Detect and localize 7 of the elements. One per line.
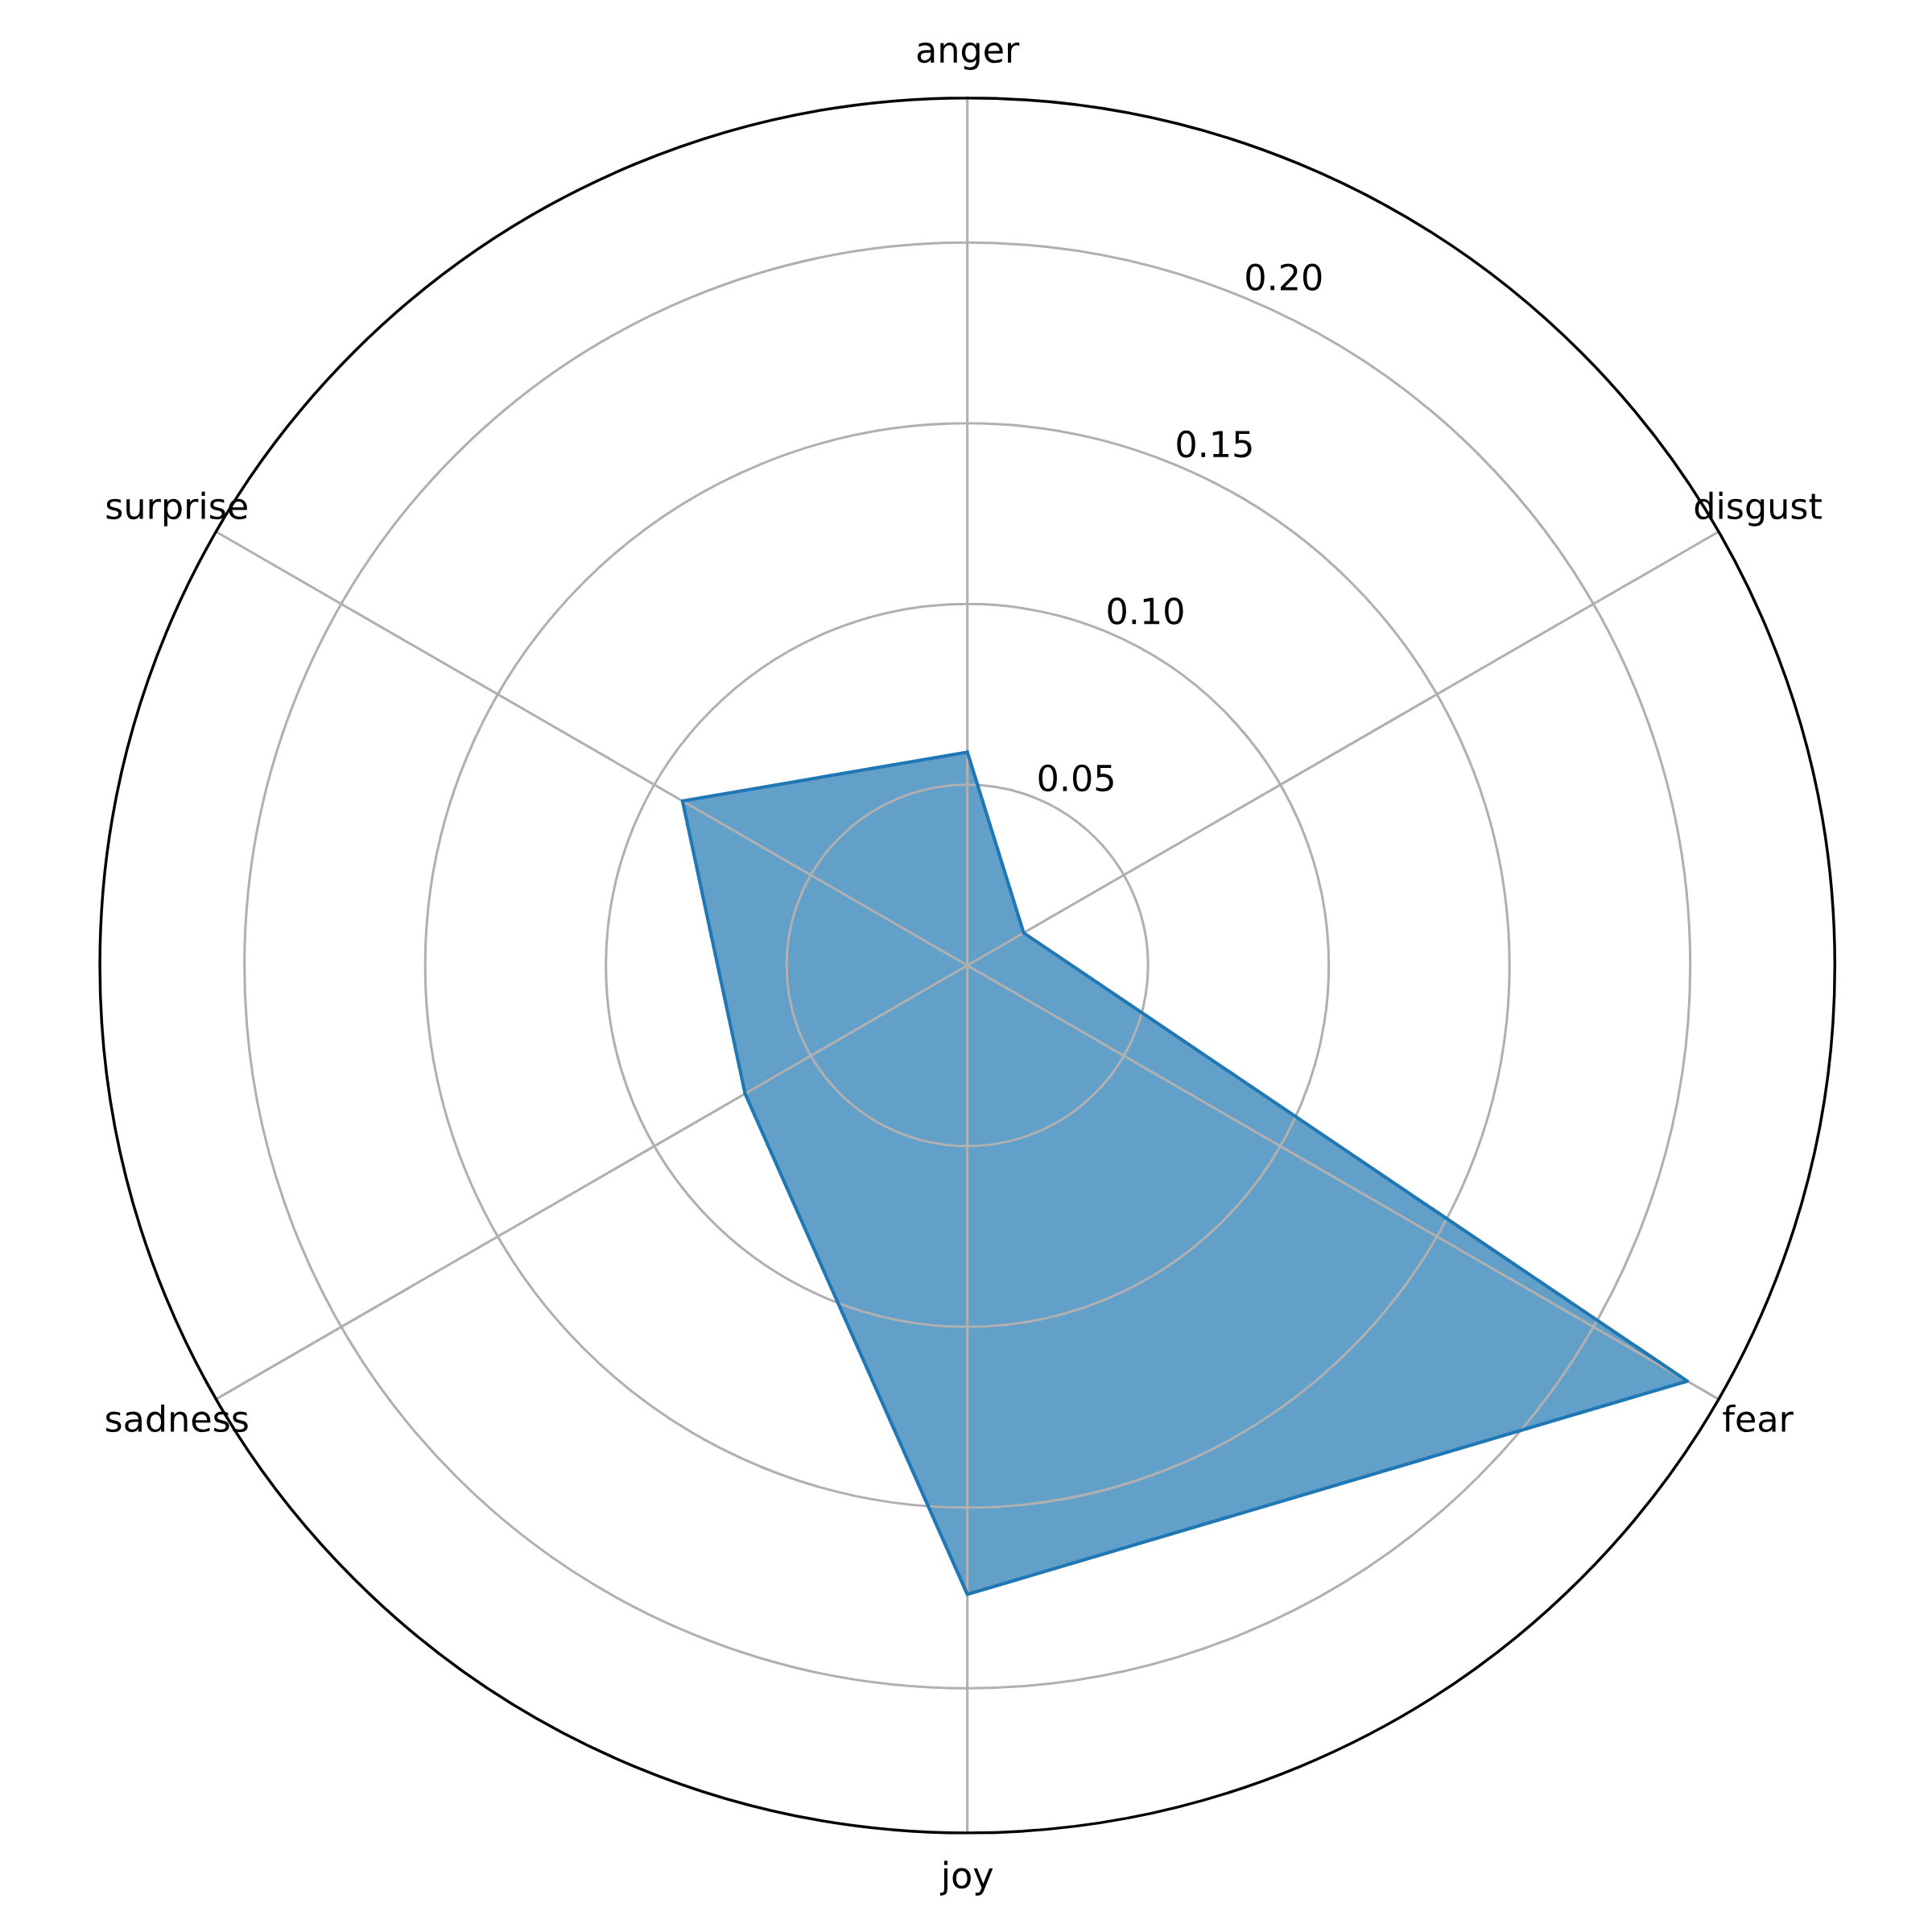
y-tick-label: 0.10 [1108, 597, 1183, 625]
spoke-label: joy [939, 1860, 993, 1896]
spoke-label: anger [917, 42, 1020, 70]
y-tick-label: 0.05 [1038, 764, 1113, 792]
y-tick-label: 0.20 [1246, 263, 1322, 291]
spoke-label: fear [1723, 1404, 1794, 1433]
y-tick-label: 0.15 [1177, 430, 1252, 458]
